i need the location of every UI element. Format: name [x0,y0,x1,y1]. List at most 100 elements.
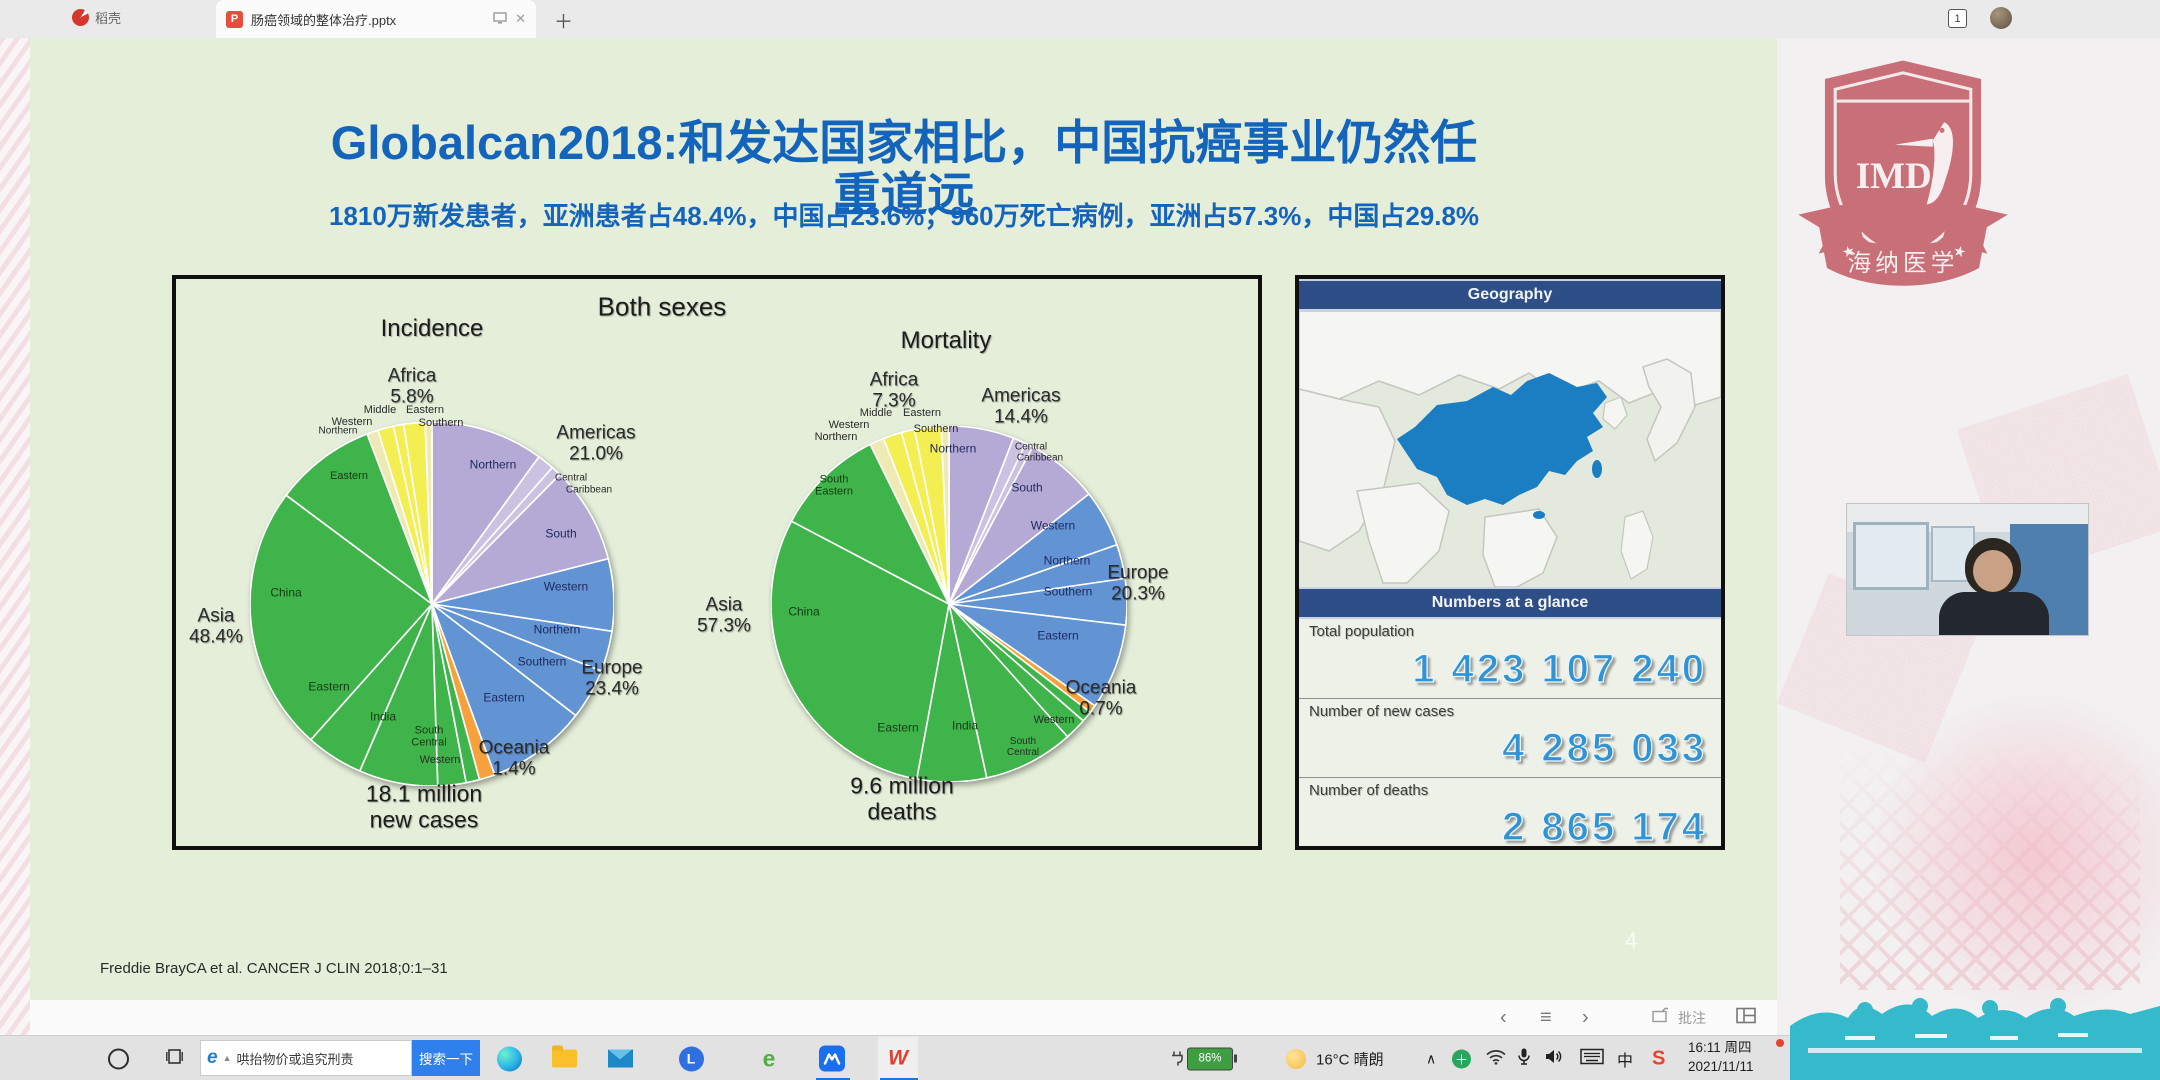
edge-app-icon[interactable] [489,1036,529,1080]
webcam-video[interactable] [1846,503,2089,636]
docer-home[interactable]: 稻壳 [72,8,121,27]
mail-app-icon[interactable] [600,1036,640,1080]
slide-canvas: Globalcan2018:和发达国家相比，中国抗癌事业仍然任 重道远 1810… [30,38,1777,1000]
search-go-button[interactable]: 搜索一下 [412,1040,480,1076]
pie-label: Western [1030,518,1076,533]
task-view-icon[interactable] [166,1048,183,1070]
wps-app-icon[interactable]: W [878,1036,918,1080]
incidence-pie-chart: Africa 5.8% Middle Eastern Western Northern S… [176,279,1258,846]
cortana-icon[interactable] [108,1048,129,1069]
numbers-header: Numbers at a glance [1299,587,1721,619]
asia-map [1298,310,1722,588]
pie-label: Caribbean [565,484,613,496]
pie-label: Europe 20.3% [1107,562,1169,605]
file-explorer-icon[interactable] [544,1036,584,1080]
docer-label: 稻壳 [95,11,122,26]
pie-label: Southern [913,422,959,435]
tab-title: 肠癌领域的整体治疗.pptx [251,12,397,28]
pie-label: South [1011,480,1043,495]
pie-label: Western [419,753,461,766]
pie-caption: 9.6 million deaths [850,772,954,824]
pin-tab-icon[interactable] [493,11,507,27]
pie-label: Southern [418,416,464,429]
slice-africa-southern [424,422,433,605]
notification-dot [1776,1039,1784,1047]
stat-label: Total population [1309,623,1415,640]
slice-asia-china [771,520,950,780]
touch-keyboard-icon[interactable] [1580,1048,1604,1069]
sogou-tray-icon[interactable]: S [1652,1047,1666,1069]
browser-360-icon[interactable]: e [762,1045,776,1071]
stat-label: Number of new cases [1309,703,1455,720]
search-placeholder-text: 哄抬物价或追究刑责 [236,1051,354,1067]
profile-avatar[interactable] [1990,7,2012,29]
l-app-icon[interactable]: L [671,1036,711,1080]
speaker-icon[interactable] [1545,1048,1564,1069]
video-sidebar: IMD 海纳医学 ★ ★ [1777,38,2160,1080]
svg-text:★: ★ [1951,243,1967,262]
geography-panel: Geography Numbers at a glance [1295,275,1725,850]
tray-expand-chevron[interactable]: ∧ [1426,1050,1437,1066]
viewer-toolbar: ‹ ≡ › 批注 [30,1000,1796,1035]
active-app-underline [880,1078,918,1080]
stat-total-population: Total population 1 423 107 240 [1299,619,1721,698]
annotate-label[interactable]: 批注 [1678,1009,1706,1026]
pie-label: Western [1033,713,1075,726]
clock-date: 2021/11/11 [1688,1058,1754,1074]
next-slide-button[interactable]: › [1582,1006,1589,1028]
active-app-underline [816,1078,850,1080]
new-tab-button[interactable]: ＋ [554,12,574,33]
mortality-title: Mortality [900,327,992,354]
pie-label: Western [331,415,373,428]
pie-label: Americas 14.4% [981,385,1061,428]
stat-new-cases: Number of new cases 4 285 033 [1299,698,1721,777]
ime-indicator[interactable]: 中 [1617,1052,1634,1070]
slice-africa-southern [940,426,950,605]
taskbar-search-input[interactable]: e ▲ 哄抬物价或追究刑责 [200,1040,412,1076]
stat-value: 4 285 033 [1501,725,1707,770]
meeting-app-icon[interactable] [812,1036,852,1080]
pie-label: Asia 57.3% [697,594,751,637]
pie-label: China [788,604,820,619]
pie-label: South Central [1006,735,1040,758]
asia-map-svg [1298,310,1722,588]
pie-label: Caribbean [1016,452,1064,464]
weather-sun-icon[interactable] [1286,1048,1306,1069]
annotate-icon[interactable] [1652,1006,1670,1029]
microphone-icon[interactable] [1518,1047,1530,1070]
pie-label: South Central [411,724,447,749]
pie-label: Eastern [330,469,368,482]
pie-label: Middle [859,406,893,419]
incidence-pie-svg [250,422,614,786]
antivirus-tray-icon[interactable]: ＋ [1452,1049,1471,1068]
layout-split-icon[interactable] [1736,1006,1756,1029]
pie-label: Northern [318,425,358,437]
slice-asia-south-eastern [790,443,951,606]
pie-label: South Eastern [815,473,853,498]
incidence-title: Incidence [380,315,484,342]
weather-text[interactable]: 16°C 晴朗 [1316,1051,1384,1068]
extension-badge[interactable]: 1 [1948,9,1967,28]
system-clock[interactable]: 16:11 周四 2021/11/11 [1688,1039,1754,1077]
pie-label: Eastern [1037,628,1079,643]
pie-label: Northern [1043,553,1091,568]
wifi-icon[interactable] [1486,1048,1506,1069]
prev-slide-button[interactable]: ‹ [1500,1006,1507,1028]
slice-asia-china [250,494,434,741]
pie-label: Western [543,579,589,594]
pie-label: Northern [814,430,858,443]
stat-value: 1 423 107 240 [1412,646,1707,691]
pie-label: Middle [363,403,397,416]
left-decor-stripes [0,38,30,1080]
slice-europe-eastern [430,601,577,776]
document-tab[interactable]: P 肠癌领域的整体治疗.pptx ✕ [216,0,536,38]
svg-text:★: ★ [1841,243,1857,262]
slide-list-button[interactable]: ≡ [1540,1006,1552,1028]
teal-people-decor [1790,998,2160,1080]
battery-indicator[interactable]: 86% [1170,1047,1237,1070]
pie-label: Central [1014,441,1048,453]
pie-label: Central [554,472,588,484]
presenter-face [1973,550,2013,592]
slice-americas-northern [431,422,541,607]
close-tab-icon[interactable]: ✕ [515,11,526,26]
